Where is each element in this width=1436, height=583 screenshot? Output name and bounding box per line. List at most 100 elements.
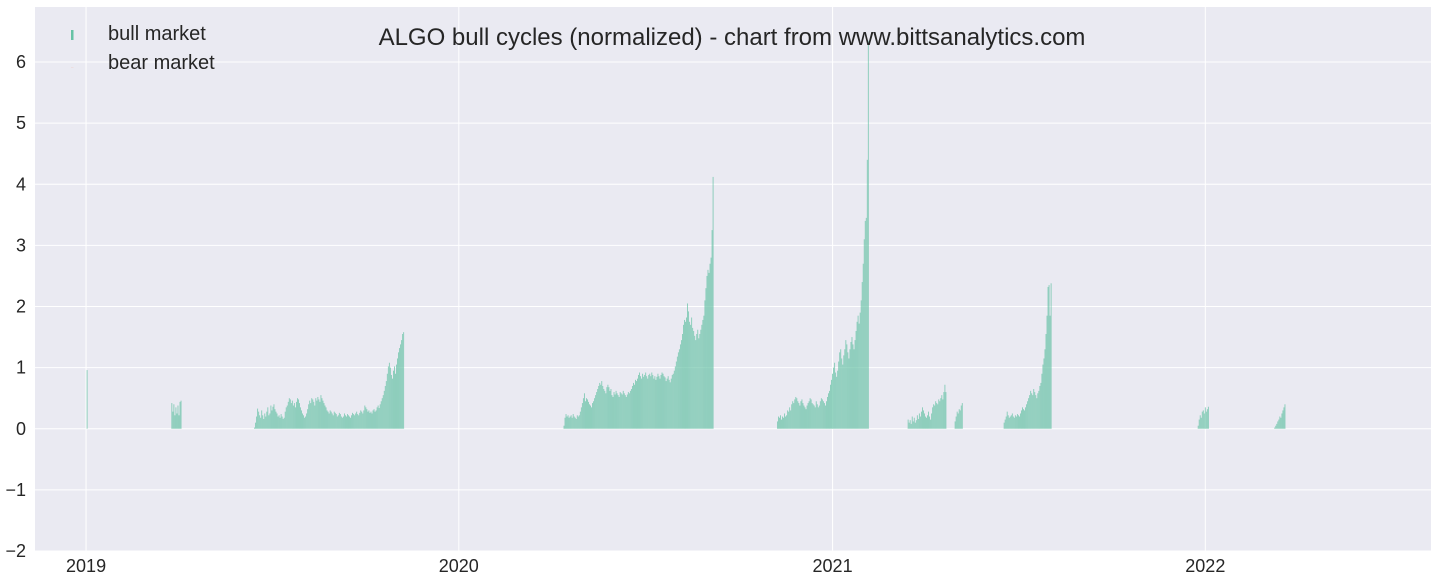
- bull-bar: [1204, 407, 1206, 429]
- x-tick-label: 2022: [1185, 556, 1225, 576]
- bull-bar: [346, 416, 347, 429]
- bull-bar: [639, 372, 640, 429]
- bull-bar: [403, 332, 405, 429]
- bull-bar: [354, 415, 356, 429]
- bull-bar: [916, 415, 918, 429]
- bull-bar: [604, 390, 606, 429]
- bull-bar: [1039, 385, 1041, 429]
- bull-bar: [402, 334, 404, 429]
- bull-bar: [790, 410, 792, 429]
- bull-bar: [327, 411, 329, 429]
- bull-bar: [362, 413, 364, 429]
- bull-bar: [338, 412, 340, 429]
- bull-bar: [348, 415, 349, 429]
- bull-bar: [624, 395, 626, 429]
- bull-bar: [581, 403, 583, 429]
- bull-bar: [854, 340, 856, 429]
- bull-bar: [787, 410, 789, 429]
- bull-bar: [615, 390, 617, 429]
- bull-market-bars: [86, 40, 1286, 429]
- bull-bar: [350, 417, 351, 429]
- bull-bar: [924, 413, 925, 429]
- bull-bar: [1014, 415, 1016, 429]
- bull-bar: [265, 416, 267, 429]
- bull-bar: [382, 395, 384, 429]
- bull-bar: [263, 418, 265, 429]
- bull-bar: [373, 409, 375, 429]
- bull-bar: [689, 321, 691, 429]
- bull-bar: [1279, 416, 1281, 429]
- bull-bar: [700, 329, 702, 429]
- bull-bar: [706, 275, 708, 429]
- bull-bar: [1015, 416, 1017, 429]
- grid-lines: [35, 7, 1431, 552]
- bull-bar: [312, 399, 314, 429]
- bull-bar: [280, 414, 282, 429]
- bull-bar: [913, 417, 915, 429]
- bull-bar: [630, 389, 632, 429]
- bull-bar: [808, 401, 810, 429]
- bull-bar: [575, 418, 577, 429]
- bull-bar: [958, 409, 960, 429]
- bull-bar: [853, 349, 855, 429]
- bull-bar: [563, 425, 565, 429]
- bull-bar: [800, 401, 802, 429]
- bull-bar: [841, 358, 843, 429]
- bull-bar: [266, 411, 268, 429]
- bull-bar: [339, 414, 341, 429]
- bull-bar: [866, 159, 868, 429]
- bull-bar: [1016, 414, 1018, 429]
- bull-bar: [660, 374, 662, 429]
- bull-bar: [919, 416, 921, 429]
- bull-bar: [628, 393, 630, 429]
- bull-bar: [282, 418, 284, 429]
- bull-bar: [329, 410, 331, 429]
- bull-bar: [642, 373, 644, 429]
- bull-bar: [393, 370, 394, 429]
- bull-bar: [1031, 393, 1033, 429]
- bull-bar: [324, 405, 326, 429]
- bull-bar: [647, 378, 649, 429]
- bull-bar: [310, 403, 312, 429]
- bull-bar: [1201, 411, 1203, 429]
- bull-bar: [786, 415, 788, 429]
- bull-bar: [826, 401, 827, 429]
- bull-bar: [364, 405, 366, 429]
- bull-bar: [708, 272, 710, 429]
- bull-bar: [612, 396, 614, 429]
- bull-bar: [1024, 410, 1025, 429]
- y-tick-label: −1: [5, 480, 26, 500]
- bull-bar: [650, 376, 652, 429]
- bull-bar: [1042, 364, 1044, 429]
- bull-bar: [1048, 285, 1050, 429]
- bull-bar: [794, 399, 796, 429]
- bull-bar: [281, 416, 283, 429]
- bull-bar: [957, 413, 959, 429]
- bull-bar: [864, 220, 866, 429]
- bull-bar: [340, 416, 342, 429]
- bull-bar: [621, 394, 623, 429]
- bull-bar: [626, 394, 628, 429]
- bull-bar: [569, 416, 571, 429]
- bull-bar: [374, 411, 376, 429]
- bull-bar: [686, 317, 687, 429]
- bull-bar: [298, 399, 299, 429]
- bull-bar: [599, 382, 601, 429]
- bull-bar: [381, 398, 383, 429]
- bull-bar: [357, 414, 359, 429]
- bull-bar: [333, 411, 335, 429]
- y-tick-label: 1: [16, 358, 26, 378]
- bull-bar: [1282, 410, 1284, 429]
- bull-bar: [309, 400, 311, 429]
- bull-bar: [941, 395, 943, 429]
- bull-bar: [264, 413, 266, 429]
- bull-bar: [932, 407, 934, 429]
- bull-bar: [668, 379, 670, 429]
- bull-bar: [576, 415, 578, 429]
- bull-bar: [1275, 425, 1277, 429]
- bull-bar: [648, 374, 650, 429]
- bull-bar: [316, 400, 318, 429]
- bull-bar: [778, 416, 779, 429]
- bull-bar: [828, 393, 829, 429]
- x-tick-labels: 2019 2020 2021 2022: [66, 556, 1225, 576]
